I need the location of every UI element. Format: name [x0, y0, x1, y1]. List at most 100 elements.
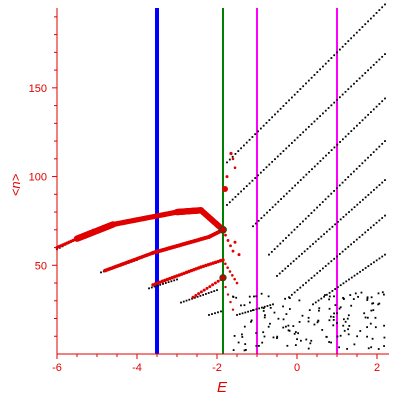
data-point [364, 196, 367, 199]
data-point [299, 286, 302, 289]
data-point [310, 76, 313, 79]
data-point [269, 322, 271, 325]
data-point [330, 192, 333, 195]
data-point [355, 31, 358, 34]
data-point [327, 151, 330, 154]
data-point [221, 258, 225, 262]
data-point [367, 113, 370, 116]
data-point [338, 253, 341, 255]
data-point [316, 206, 318, 209]
data-point [366, 326, 368, 329]
data-point [251, 179, 254, 182]
data-point [353, 241, 355, 243]
data-point [305, 128, 307, 131]
data-point [251, 136, 254, 138]
data-point [305, 173, 308, 176]
data-point [231, 249, 235, 253]
data-point [378, 302, 381, 305]
data-point [378, 257, 381, 260]
y-tick-label: 150 [29, 83, 47, 95]
data-point [241, 333, 243, 336]
data-point [375, 148, 378, 151]
data-point [349, 294, 352, 296]
data-point [261, 306, 263, 309]
data-point [296, 338, 298, 341]
data-point [310, 212, 313, 214]
data-point [176, 278, 178, 281]
data-point [296, 90, 299, 93]
data-point [240, 190, 243, 193]
data-point [210, 291, 213, 293]
data-point [358, 165, 361, 167]
data-point [361, 233, 364, 236]
data-point [319, 203, 321, 206]
data-point [360, 291, 363, 294]
data-point [370, 111, 372, 113]
data-point [254, 222, 257, 225]
data-point [233, 240, 237, 244]
data-point [324, 198, 327, 201]
data-point [381, 255, 384, 258]
data-point [334, 288, 337, 290]
data-point [367, 20, 369, 23]
data-point [381, 100, 384, 103]
data-point [284, 267, 287, 270]
data-point [240, 304, 242, 307]
data-point [287, 324, 290, 327]
data-point [245, 141, 248, 144]
data-point [295, 257, 298, 260]
data-point [279, 107, 282, 110]
data-point [342, 318, 345, 321]
data-point [361, 26, 364, 28]
data-point [255, 295, 258, 298]
data-point [276, 245, 279, 248]
data-point [241, 312, 244, 315]
data-point [299, 179, 302, 181]
data-point [356, 272, 359, 275]
data-point [251, 309, 254, 312]
data-point [364, 267, 367, 269]
data-point [384, 97, 386, 100]
data-point [358, 28, 361, 31]
data-point [338, 48, 341, 51]
data-point [383, 345, 385, 347]
data-point [350, 130, 353, 133]
data-point [353, 34, 355, 37]
data-point [265, 121, 268, 124]
data-point [367, 156, 369, 159]
data-point [279, 242, 282, 245]
data-point [182, 300, 185, 303]
data-point [294, 184, 297, 187]
data-point [296, 136, 299, 139]
data-point [384, 140, 386, 142]
data-point [216, 279, 220, 283]
data-point [344, 320, 347, 323]
data-point [262, 169, 265, 171]
data-point [233, 166, 237, 169]
data-point [337, 220, 339, 223]
data-point [358, 236, 361, 239]
data-point [305, 281, 307, 284]
data-point [272, 336, 275, 339]
data-point [328, 295, 331, 298]
data-point [284, 297, 287, 300]
data-point [226, 266, 229, 269]
data-point [336, 255, 338, 258]
data-point [313, 165, 316, 168]
data-point [293, 139, 296, 142]
data-point [255, 344, 258, 347]
data-point [225, 175, 229, 179]
data-point [320, 235, 323, 238]
data-point [261, 341, 264, 344]
data-point [336, 187, 338, 190]
data-point [347, 176, 350, 178]
data-point [264, 314, 266, 317]
data-point [298, 299, 301, 302]
data-point [375, 61, 378, 64]
data-point [268, 253, 270, 256]
data-point [327, 262, 330, 265]
data-point [328, 298, 331, 301]
data-point [305, 82, 307, 85]
data-point [240, 147, 243, 150]
